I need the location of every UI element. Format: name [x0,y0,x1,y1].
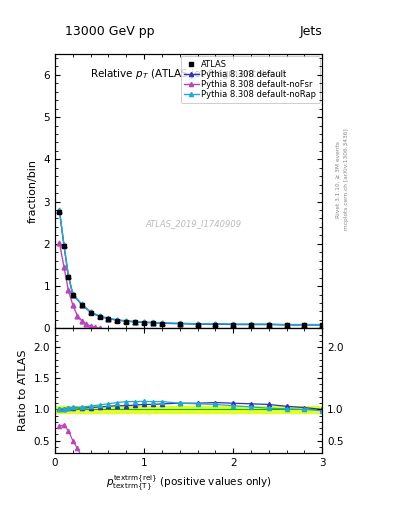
Pythia 8.308 default [115,317,120,324]
Pythia 8.308 default-noRap [66,272,71,279]
Text: mcplots.cern.ch [arXiv:1306.3436]: mcplots.cern.ch [arXiv:1306.3436] [344,129,349,230]
ATLAS [320,322,325,328]
Pythia 8.308 default-noFsr [84,321,88,327]
Pythia 8.308 default-noRap [88,309,93,315]
ATLAS [115,317,120,324]
ATLAS [133,319,138,326]
Pythia 8.308 default-noRap [249,321,253,327]
Pythia 8.308 default-noFsr [79,317,84,324]
Text: Jets: Jets [299,26,322,38]
Pythia 8.308 default-noRap [213,321,218,327]
Pythia 8.308 default [62,242,66,248]
Line: ATLAS: ATLAS [57,210,325,328]
Pythia 8.308 default-noRap [302,322,307,328]
ATLAS [62,243,66,249]
Pythia 8.308 default-noRap [266,321,271,327]
Text: ATLAS_2019_I1740909: ATLAS_2019_I1740909 [146,220,242,228]
ATLAS [249,322,253,328]
Pythia 8.308 default [124,318,129,324]
Pythia 8.308 default [133,319,138,325]
Pythia 8.308 default [213,321,218,327]
Legend: ATLAS, Pythia 8.308 default, Pythia 8.308 default-noFsr, Pythia 8.308 default-no: ATLAS, Pythia 8.308 default, Pythia 8.30… [181,56,320,103]
ATLAS [195,322,200,328]
Pythia 8.308 default [177,321,182,327]
Pythia 8.308 default-noFsr [88,323,93,329]
Pythia 8.308 default [160,320,164,326]
Pythia 8.308 default-noRap [231,321,235,327]
Pythia 8.308 default [66,273,71,279]
Pythia 8.308 default-noFsr [57,240,62,246]
Pythia 8.308 default-noRap [142,319,147,325]
ATLAS [142,320,147,326]
Pythia 8.308 default [266,322,271,328]
Pythia 8.308 default-noRap [151,319,155,326]
ATLAS [302,322,307,328]
Y-axis label: fraction/bin: fraction/bin [28,159,38,223]
Pythia 8.308 default [249,322,253,328]
Y-axis label: Ratio to ATLAS: Ratio to ATLAS [18,350,28,432]
Pythia 8.308 default-noRap [320,322,325,328]
Pythia 8.308 default-noRap [97,313,102,319]
Pythia 8.308 default-noFsr [70,302,75,308]
ATLAS [124,318,129,325]
Pythia 8.308 default-noFsr [75,312,80,318]
Pythia 8.308 default-noRap [57,207,62,214]
Pythia 8.308 default-noFsr [62,264,66,270]
Pythia 8.308 default-noFsr [97,325,102,331]
X-axis label: $p_{\rm textrm\{T\}}^{\rm textrm\{rel\}}$ (positive values only): $p_{\rm textrm\{T\}}^{\rm textrm\{rel\}}… [106,474,272,494]
Pythia 8.308 default [302,322,307,328]
Pythia 8.308 default-noRap [124,317,129,324]
Pythia 8.308 default [231,322,235,328]
Pythia 8.308 default-noRap [70,291,75,297]
Line: Pythia 8.308 default-noFsr: Pythia 8.308 default-noFsr [57,241,102,331]
Pythia 8.308 default [57,208,62,214]
ATLAS [213,322,218,328]
ATLAS [284,322,289,328]
Pythia 8.308 default [320,322,325,328]
Pythia 8.308 default [70,291,75,297]
Pythia 8.308 default-noRap [195,321,200,327]
ATLAS [266,322,271,328]
Pythia 8.308 default [151,320,155,326]
ATLAS [106,316,111,322]
Pythia 8.308 default [106,315,111,322]
ATLAS [66,274,71,280]
Text: Rivet 3.1.10, ≥ 3M events: Rivet 3.1.10, ≥ 3M events [336,141,341,218]
Pythia 8.308 default-noRap [62,242,66,248]
ATLAS [151,320,155,326]
Pythia 8.308 default [97,313,102,319]
ATLAS [231,322,235,328]
Bar [55,407,322,413]
ATLAS [70,292,75,298]
Pythia 8.308 default [195,321,200,327]
Pythia 8.308 default-noFsr [93,325,97,331]
Pythia 8.308 default [142,319,147,326]
Pythia 8.308 default-noRap [177,320,182,326]
ATLAS [177,321,182,327]
Pythia 8.308 default [79,302,84,308]
Line: Pythia 8.308 default-noRap: Pythia 8.308 default-noRap [57,208,325,327]
Line: Pythia 8.308 default: Pythia 8.308 default [57,208,325,327]
ATLAS [57,209,62,215]
ATLAS [88,310,93,316]
Pythia 8.308 default-noRap [115,317,120,323]
Pythia 8.308 default-noFsr [66,287,71,293]
Pythia 8.308 default [88,309,93,315]
Pythia 8.308 default-noRap [284,322,289,328]
Text: 13000 GeV pp: 13000 GeV pp [65,26,155,38]
Text: Relative $p_T$ (ATLAS jet fragmentation): Relative $p_T$ (ATLAS jet fragmentation) [90,68,287,81]
ATLAS [79,302,84,308]
Pythia 8.308 default-noRap [106,315,111,321]
Pythia 8.308 default [284,322,289,328]
Pythia 8.308 default-noRap [79,301,84,307]
ATLAS [160,321,164,327]
Pythia 8.308 default-noRap [133,318,138,325]
ATLAS [97,314,102,320]
Pythia 8.308 default-noRap [160,320,164,326]
